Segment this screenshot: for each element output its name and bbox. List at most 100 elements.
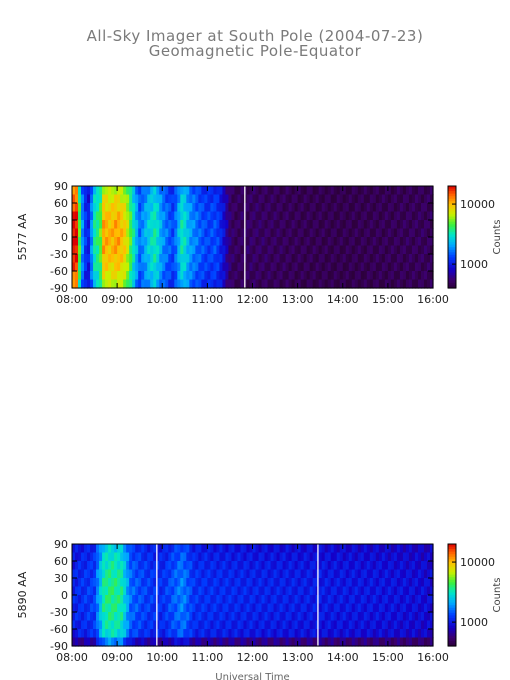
heatmap-cell — [384, 279, 389, 289]
heatmap-cell — [255, 228, 260, 238]
heatmap-cell — [189, 211, 193, 221]
heatmap-cell — [114, 228, 118, 238]
x-tick-label: 13:00 — [282, 651, 314, 664]
heatmap-cell — [423, 237, 428, 247]
heatmap-cell — [102, 262, 106, 272]
colorbar-segment — [448, 610, 456, 614]
heatmap-cell — [222, 552, 227, 562]
heatmap-cell — [141, 245, 145, 255]
colorbar-segment — [448, 277, 456, 281]
y-tick-label: -90 — [50, 640, 68, 653]
heatmap-cell — [138, 620, 142, 630]
heatmap-cell — [399, 279, 404, 289]
heatmap-cell — [183, 220, 187, 230]
heatmap-cell — [342, 194, 347, 204]
heatmap-cell — [396, 271, 401, 281]
heatmap-cell — [303, 561, 308, 571]
heatmap-cell — [411, 612, 416, 622]
heatmap-cell — [339, 612, 344, 622]
heatmap-cell — [81, 271, 85, 281]
heatmap-cell — [243, 552, 248, 562]
heatmap-cell — [297, 629, 302, 639]
heatmap-cell — [267, 203, 272, 213]
heatmap-cell — [396, 220, 401, 230]
heatmap-cell — [195, 254, 199, 264]
heatmap-cell — [75, 569, 79, 579]
heatmap-cell — [339, 262, 344, 272]
heatmap-cell — [84, 586, 88, 596]
heatmap-cell — [234, 228, 239, 238]
heatmap-cell — [342, 603, 347, 613]
heatmap-cell — [240, 569, 245, 579]
heatmap-cell — [141, 254, 145, 264]
heatmap-cell — [195, 544, 199, 554]
heatmap-cell — [216, 603, 221, 613]
heatmap-cell — [315, 254, 320, 264]
heatmap-cell — [315, 279, 320, 289]
heatmap-cell — [129, 620, 133, 630]
heatmap-cell — [210, 194, 214, 204]
heatmap-cell — [366, 203, 371, 213]
heatmap-cell — [312, 603, 317, 613]
heatmap-cell — [384, 552, 389, 562]
heatmap-cell — [384, 237, 389, 247]
heatmap-cell — [282, 271, 287, 281]
heatmap-cell — [330, 603, 335, 613]
heatmap-cell — [324, 186, 329, 196]
heatmap-cell — [234, 262, 239, 272]
heatmap-cell — [84, 237, 88, 247]
heatmap-cell — [261, 271, 266, 281]
heatmap-cell — [315, 186, 320, 196]
heatmap-cell — [180, 629, 184, 639]
heatmap-cell — [162, 271, 166, 281]
heatmap-cell — [150, 569, 154, 579]
heatmap-cell — [198, 194, 202, 204]
heatmap-cell — [132, 544, 136, 554]
heatmap-cell — [273, 552, 278, 562]
heatmap-cell — [228, 262, 233, 272]
heatmap-cell — [117, 569, 121, 579]
heatmap-cell — [360, 220, 365, 230]
heatmap-cell — [402, 279, 407, 289]
heatmap-cell — [324, 561, 329, 571]
heatmap-cell — [99, 569, 103, 579]
heatmap-cell — [234, 569, 239, 579]
heatmap-cell — [105, 220, 109, 230]
heatmap-cell — [276, 220, 281, 230]
heatmap-cell — [360, 578, 365, 588]
heatmap-cell — [351, 220, 356, 230]
heatmap-cell — [360, 637, 365, 647]
heatmap-cell — [288, 254, 293, 264]
heatmap-cell — [348, 254, 353, 264]
heatmap-cell — [243, 637, 248, 647]
heatmap-cell — [219, 637, 224, 647]
heatmap-cell — [276, 211, 281, 221]
heatmap-cell — [345, 603, 350, 613]
heatmap-cell — [291, 228, 296, 238]
heatmap-cell — [186, 262, 190, 272]
heatmap-cell — [369, 620, 374, 630]
heatmap-cell — [195, 271, 199, 281]
heatmap-cell — [141, 612, 145, 622]
heatmap-cell — [198, 637, 202, 647]
heatmap-cell — [399, 211, 404, 221]
heatmap-cell — [279, 569, 284, 579]
heatmap-cell — [348, 578, 353, 588]
heatmap-cell — [345, 637, 350, 647]
heatmap-cell — [75, 279, 79, 289]
heatmap-cell — [168, 612, 172, 622]
heatmap-cell — [345, 586, 350, 596]
heatmap-cell — [108, 194, 112, 204]
colorbar-segment — [448, 247, 456, 251]
heatmap-cell — [126, 578, 130, 588]
heatmap-cell — [183, 552, 187, 562]
heatmap-cell — [90, 203, 94, 213]
heatmap-cell — [327, 245, 332, 255]
heatmap-cell — [372, 254, 377, 264]
heatmap-cell — [429, 254, 434, 264]
heatmap-cell — [423, 603, 428, 613]
heatmap-cell — [411, 271, 416, 281]
heatmap-cell — [264, 186, 269, 196]
heatmap-cell — [381, 245, 386, 255]
heatmap-cell — [357, 603, 362, 613]
